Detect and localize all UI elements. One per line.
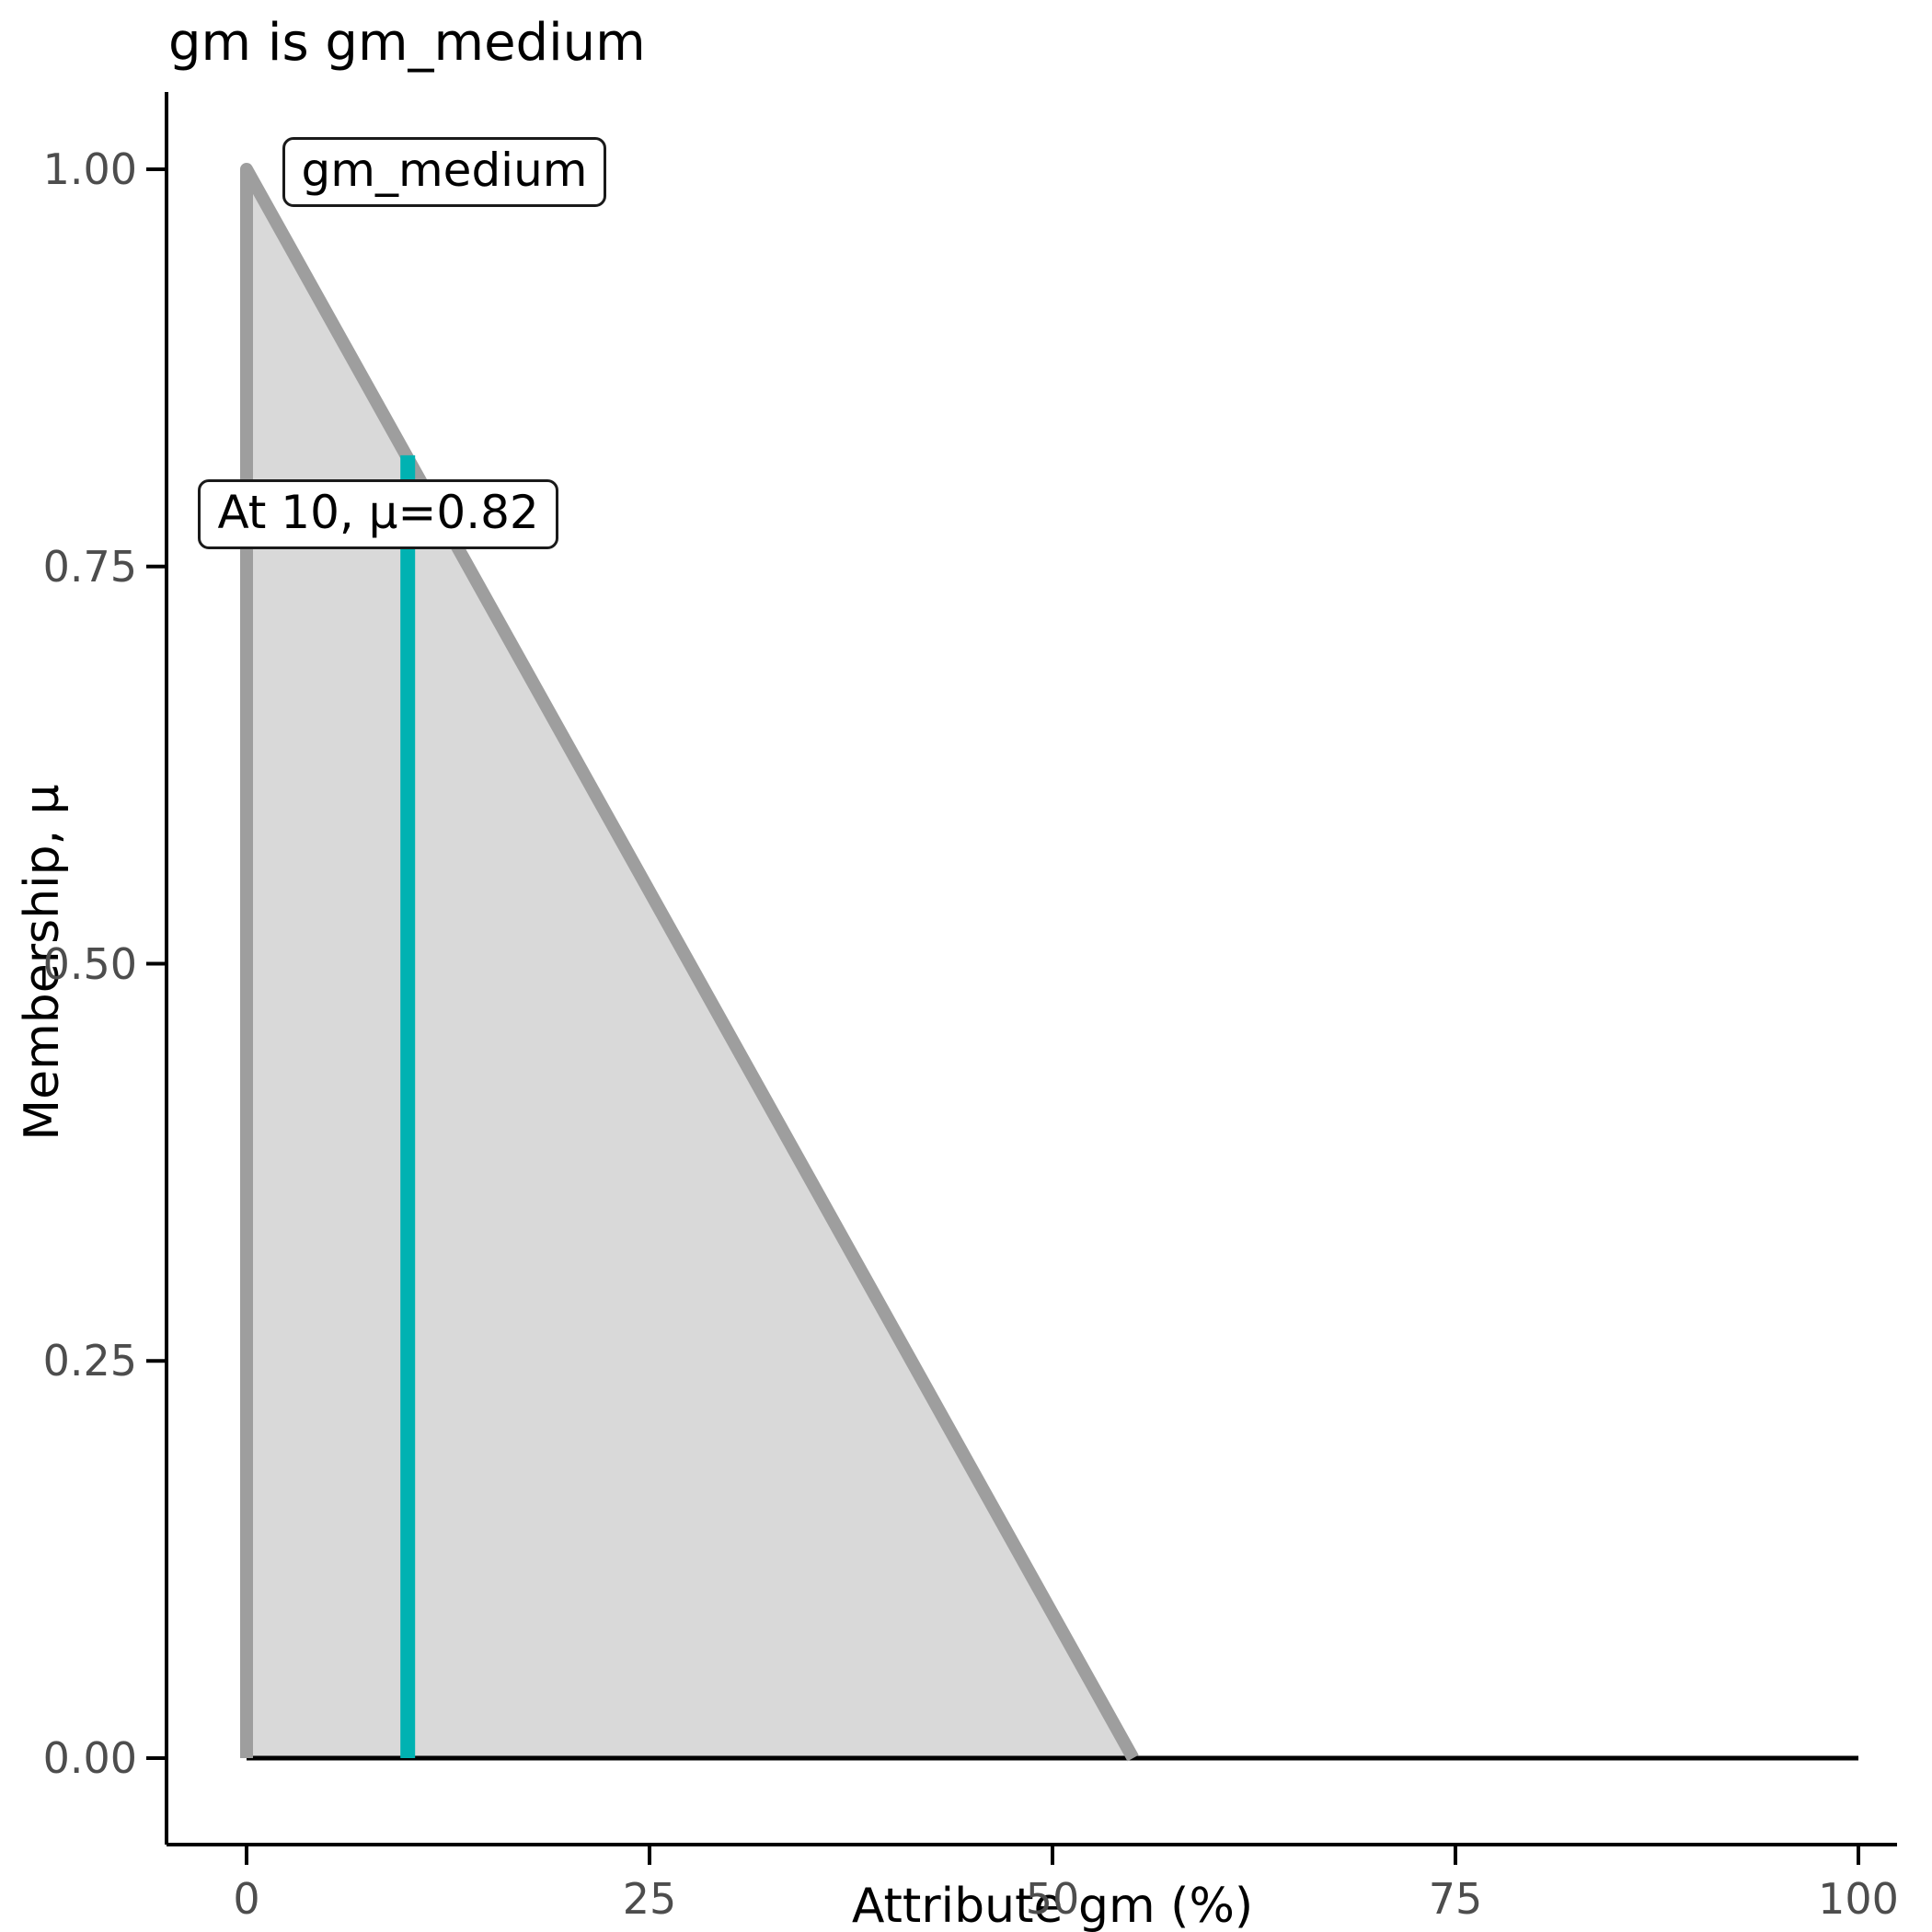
y-tick-label: 0.00: [42, 1733, 137, 1783]
membership-outline: [240, 163, 1139, 1762]
y-tick-label: 0.50: [42, 938, 137, 989]
x-tick-label: 50: [1025, 1874, 1080, 1924]
x-tick-label: 25: [622, 1874, 677, 1924]
y-tick-label: 1.00: [42, 144, 137, 194]
annotation-set-label: gm_medium: [282, 137, 607, 208]
y-tick-label: 0.75: [42, 541, 137, 592]
x-tick-label: 0: [233, 1874, 260, 1924]
chart-title: gm is gm_medium: [168, 13, 646, 73]
x-tick-label: 75: [1428, 1874, 1483, 1924]
y-tick-label: 0.25: [42, 1336, 137, 1386]
annotation-marker-label: At 10, μ=0.82: [198, 478, 558, 549]
x-tick-label: 100: [1818, 1874, 1899, 1924]
x-axis-title: Attribute gm (%): [851, 1879, 1254, 1932]
